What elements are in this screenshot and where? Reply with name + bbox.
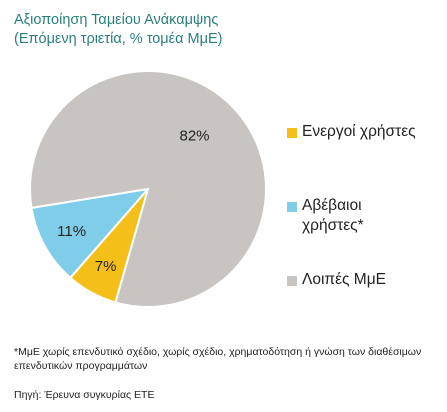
data-label-uncertain-users: 11% xyxy=(57,223,86,240)
data-label-other-smes: 82% xyxy=(179,127,209,144)
chart-subtitle: (Επόμενη τριετία, % τομέα ΜμΕ) xyxy=(14,31,223,47)
legend-item-active-users: Ενεργοί χρήστες xyxy=(287,122,447,142)
pie-chart: 7% 11% 82% xyxy=(29,70,267,308)
footnote: *ΜμΕ χωρίς επενδυτικό σχέδιο, χωρίς σχέδ… xyxy=(14,346,422,372)
legend-label: Λοιπές ΜμΕ xyxy=(302,271,386,288)
source-note: Πηγή: Έρευνα συγκυρίας ΕΤΕ xyxy=(14,389,155,401)
data-label-active-users: 7% xyxy=(95,258,117,275)
legend-item-uncertain-users: Αβέβαιοι χρήστες* xyxy=(287,196,402,236)
pie-slice-other-smes xyxy=(29,70,267,308)
pie-slice-uncertain-users xyxy=(30,187,151,280)
chart-title: Αξιοποίηση Ταμείου Ανάκαμψης xyxy=(14,12,219,28)
legend-swatch xyxy=(287,276,297,286)
legend-swatch xyxy=(287,128,297,138)
legend-item-other-smes: Λοιπές ΜμΕ xyxy=(287,270,447,290)
legend-label: Ενεργοί χρήστες xyxy=(302,123,416,140)
legend-label: Αβέβαιοι χρήστες* xyxy=(302,197,364,234)
legend-swatch xyxy=(287,202,297,212)
